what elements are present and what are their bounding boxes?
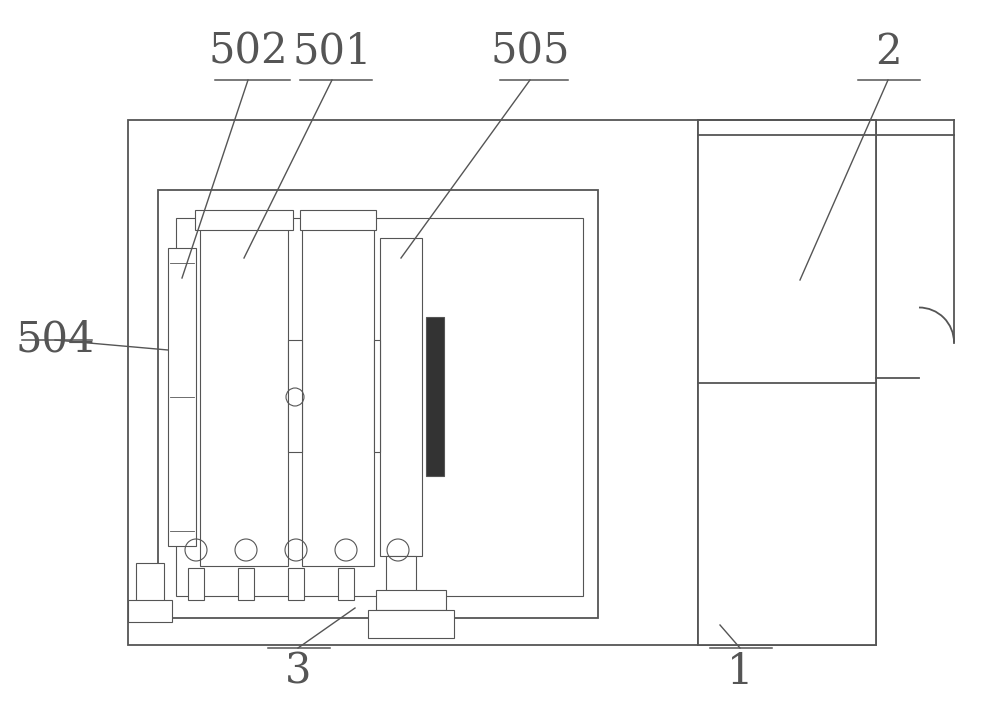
Bar <box>386 556 416 596</box>
Bar <box>300 210 376 230</box>
Bar <box>388 556 414 596</box>
Bar <box>176 218 583 596</box>
Bar <box>288 568 304 600</box>
Bar <box>307 233 369 561</box>
Text: 504: 504 <box>15 319 95 361</box>
Bar <box>200 228 288 566</box>
Text: 3: 3 <box>285 651 311 693</box>
Text: 1: 1 <box>727 651 753 693</box>
Bar <box>368 610 454 638</box>
Bar <box>195 210 293 230</box>
Bar <box>158 190 598 618</box>
Bar <box>205 233 283 561</box>
Text: 505: 505 <box>490 31 570 73</box>
Bar <box>374 340 380 452</box>
Text: 501: 501 <box>292 31 372 73</box>
Bar <box>390 568 406 600</box>
Bar <box>168 248 196 546</box>
Text: 2: 2 <box>875 31 901 73</box>
Bar <box>370 612 452 636</box>
Bar <box>384 242 418 552</box>
Bar <box>288 340 302 452</box>
Bar <box>376 590 446 610</box>
Bar <box>380 238 422 556</box>
Bar <box>188 568 204 600</box>
Bar <box>302 228 374 566</box>
Bar <box>338 568 354 600</box>
Bar <box>128 600 172 622</box>
Bar <box>128 120 876 645</box>
Bar <box>238 568 254 600</box>
Bar <box>426 317 444 476</box>
Text: 502: 502 <box>208 31 288 73</box>
Bar <box>698 120 876 645</box>
Bar <box>136 563 164 601</box>
